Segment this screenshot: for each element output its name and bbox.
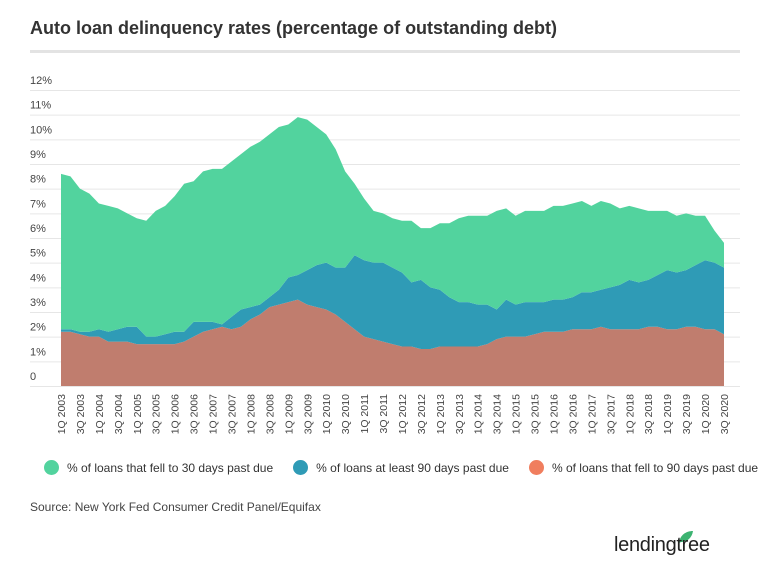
- x-tick-label: 1Q 2003: [56, 394, 68, 434]
- legend-item-30-days: % of loans that fell to 30 days past due: [44, 460, 273, 475]
- x-tick-label: 3Q 2015: [530, 394, 542, 434]
- x-tick-label: 1Q 2010: [321, 394, 333, 434]
- y-tick-label: 9%: [30, 149, 46, 161]
- x-tick-label: 3Q 2016: [567, 394, 579, 434]
- x-tick-label: 1Q 2017: [586, 394, 598, 434]
- source-note: Source: New York Fed Consumer Credit Pan…: [30, 500, 321, 514]
- legend-item-90-days: % of loans that fell to 90 days past due: [528, 460, 759, 475]
- legend-label: % of loans at least 90 days past due: [316, 460, 509, 475]
- leaf-icon: [679, 531, 693, 543]
- area-series-2: [61, 117, 724, 337]
- y-tick-label: 7%: [30, 198, 46, 210]
- x-tick-label: 3Q 2020: [719, 394, 731, 434]
- x-tick-label: 1Q 2008: [245, 394, 257, 434]
- x-tick-label: 3Q 2010: [340, 394, 352, 434]
- x-tick-label: 1Q 2016: [549, 394, 561, 434]
- x-tick-label: 1Q 2020: [700, 394, 712, 434]
- x-tick-label: 1Q 2019: [662, 394, 674, 434]
- x-tick-label: 1Q 2004: [94, 394, 106, 434]
- x-tick-label: 1Q 2005: [132, 394, 144, 434]
- y-tick-label: 8%: [30, 174, 46, 186]
- x-tick-label: 3Q 2009: [302, 394, 314, 434]
- y-tick-label: 11%: [30, 100, 51, 112]
- y-tick-label: 1%: [30, 346, 46, 358]
- x-tick-label: 3Q 2017: [605, 394, 617, 434]
- y-tick-label: 10%: [30, 124, 52, 136]
- x-tick-label: 1Q 2007: [208, 394, 220, 434]
- x-tick-label: 1Q 2006: [170, 394, 182, 434]
- x-tick-label: 3Q 2007: [226, 394, 238, 434]
- x-tick-label: 1Q 2014: [473, 394, 485, 434]
- x-tick-label: 3Q 2004: [113, 394, 125, 434]
- x-tick-label: 3Q 2003: [75, 394, 87, 434]
- x-tick-label: 3Q 2008: [264, 394, 276, 434]
- legend-swatch-green: [44, 460, 59, 475]
- chart-title: Auto loan delinquency rates (percentage …: [30, 18, 558, 38]
- legend-label: % of loans that fell to 30 days past due: [67, 460, 274, 475]
- x-tick-label: 1Q 2015: [511, 394, 523, 434]
- y-tick-label: 12%: [30, 75, 52, 87]
- x-tick-label: 1Q 2012: [397, 394, 409, 434]
- x-tick-label: 3Q 2006: [189, 394, 201, 434]
- x-tick-label: 1Q 2013: [435, 394, 447, 434]
- y-tick-label: 5%: [30, 248, 46, 260]
- x-tick-label: 3Q 2011: [378, 394, 390, 434]
- y-tick-label: 6%: [30, 223, 46, 235]
- lendingtree-logo: lendingtree: [614, 534, 710, 556]
- x-tick-label: 3Q 2018: [643, 394, 655, 434]
- x-tick-label: 1Q 2011: [359, 394, 371, 434]
- x-tick-label: 3Q 2005: [151, 394, 163, 434]
- area-series-0: [61, 299, 724, 386]
- legend-item-90-plus-days: % of loans at least 90 days past due: [293, 460, 509, 475]
- legend-label: % of loans that fell to 90 days past due: [551, 460, 759, 475]
- x-tick-label: 1Q 2018: [624, 394, 636, 434]
- legend-swatch-blue: [293, 460, 309, 475]
- y-tick-label: 2%: [30, 322, 46, 334]
- area-series-1: [61, 255, 724, 349]
- y-tick-label: 0: [30, 371, 36, 383]
- title-divider: [30, 50, 740, 53]
- legend-swatch-red: [528, 460, 544, 475]
- x-tick-label: 3Q 2013: [454, 394, 466, 434]
- x-tick-label: 3Q 2012: [416, 394, 428, 434]
- y-tick-label: 4%: [30, 272, 46, 284]
- y-tick-label: 3%: [30, 297, 46, 309]
- x-tick-label: 1Q 2009: [283, 394, 295, 434]
- x-tick-label: 3Q 2014: [492, 394, 504, 434]
- legend: % of loans that fell to 30 days past due…: [44, 460, 758, 475]
- x-tick-label: 3Q 2019: [681, 394, 693, 434]
